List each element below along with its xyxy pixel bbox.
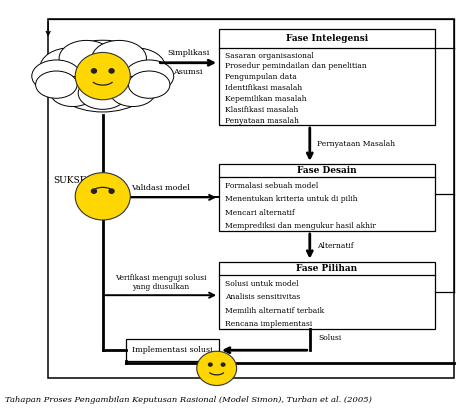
Text: Simplikasi: Simplikasi: [167, 49, 209, 57]
Ellipse shape: [92, 40, 146, 76]
Ellipse shape: [124, 60, 173, 92]
Bar: [218, 164, 434, 231]
Circle shape: [221, 363, 224, 366]
Text: Sasaran organisasional: Sasaran organisasional: [224, 52, 313, 59]
Text: KEGAGALAN: KEGAGALAN: [133, 352, 191, 361]
Text: Analisis sensitivitas: Analisis sensitivitas: [224, 293, 299, 301]
Text: Asumsi: Asumsi: [173, 67, 202, 76]
Circle shape: [75, 173, 130, 220]
Ellipse shape: [48, 40, 157, 112]
Ellipse shape: [32, 60, 81, 92]
Bar: [48, 19, 453, 378]
Text: Prosedur pemindailan dan penelitian: Prosedur pemindailan dan penelitian: [224, 63, 366, 70]
Circle shape: [196, 351, 236, 385]
Ellipse shape: [50, 76, 96, 106]
Text: Pengumpulan data: Pengumpulan data: [224, 73, 296, 81]
Ellipse shape: [105, 48, 165, 87]
Text: Menentukan kriteria untuk di pilih: Menentukan kriteria untuk di pilih: [224, 196, 357, 203]
Text: Validasi model: Validasi model: [131, 184, 190, 192]
Circle shape: [109, 69, 114, 73]
Bar: [126, 339, 218, 362]
Circle shape: [75, 52, 130, 100]
Ellipse shape: [109, 76, 155, 106]
Text: Verifikasi menguji solusi
yang diusulkan: Verifikasi menguji solusi yang diusulkan: [115, 274, 206, 291]
Text: Solusi: Solusi: [317, 334, 341, 342]
Circle shape: [109, 189, 114, 193]
Ellipse shape: [78, 77, 127, 109]
Text: Rencana implementasi: Rencana implementasi: [224, 320, 311, 328]
Circle shape: [91, 189, 96, 193]
Text: SUKSES: SUKSES: [53, 175, 92, 184]
Circle shape: [208, 363, 212, 366]
Ellipse shape: [40, 48, 100, 87]
Bar: [218, 29, 434, 125]
Text: Klasifikasi masalah: Klasifikasi masalah: [224, 106, 298, 114]
Text: Memprediksi dan mengukur hasil akhir: Memprediksi dan mengukur hasil akhir: [224, 222, 375, 230]
Bar: [218, 262, 434, 329]
Text: Kepemilikan masalah: Kepemilikan masalah: [224, 95, 306, 103]
Text: Fase Intelegensi: Fase Intelegensi: [286, 34, 367, 43]
Text: Penyataan masalah: Penyataan masalah: [224, 117, 298, 125]
Text: Fase Desain: Fase Desain: [297, 166, 356, 175]
Text: Alternatif: Alternatif: [316, 242, 353, 250]
Ellipse shape: [36, 71, 77, 98]
Ellipse shape: [59, 40, 113, 76]
Text: Implementasi solusi: Implementasi solusi: [132, 346, 213, 354]
Text: Pernyataan Masalah: Pernyataan Masalah: [316, 140, 394, 148]
Text: Formalasi sebuah model: Formalasi sebuah model: [224, 182, 317, 190]
Text: Mencari alternatif: Mencari alternatif: [224, 209, 294, 217]
Text: Fase Pilihan: Fase Pilihan: [296, 264, 357, 273]
Text: Identifikasi masalah: Identifikasi masalah: [224, 84, 301, 92]
Text: Tahapan Proses Pengambilan Keputusan Rasional (Model Simon), Turban et al. (2005: Tahapan Proses Pengambilan Keputusan Ras…: [5, 396, 372, 404]
Ellipse shape: [128, 71, 169, 98]
Text: Memilih alternatif terbaik: Memilih alternatif terbaik: [224, 307, 323, 315]
Text: Solusi untuk model: Solusi untuk model: [224, 280, 298, 288]
Circle shape: [91, 69, 96, 73]
